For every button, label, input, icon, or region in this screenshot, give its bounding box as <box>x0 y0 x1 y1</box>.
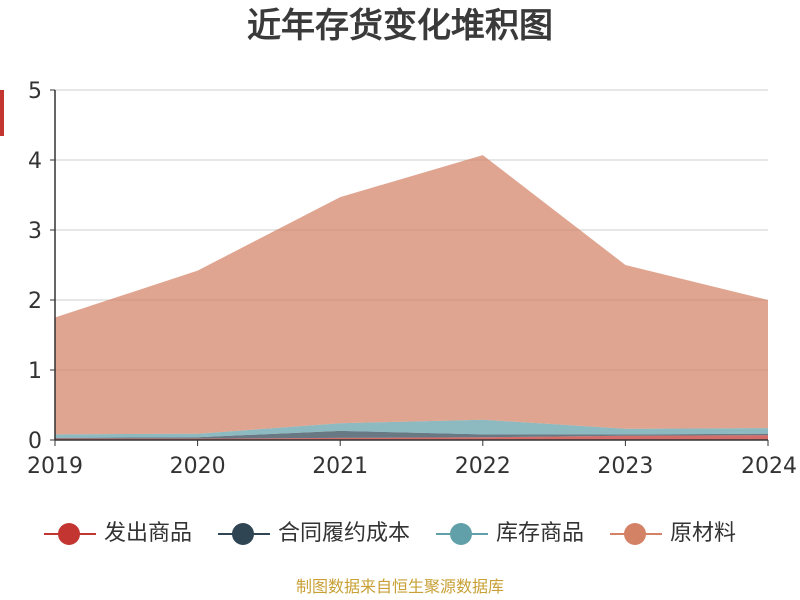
tick-labels: 0 1 2 3 4 5 2019 2020 2021 2022 2023 2024 <box>27 79 797 479</box>
y-tick-label: 4 <box>28 149 42 174</box>
legend-swatch <box>436 522 489 546</box>
legend-item[interactable]: 合同履约成本 <box>218 520 410 548</box>
y-tick-label: 5 <box>28 79 42 104</box>
chart-legend: 发出商品 合同履约成本 库存商品 原材料 <box>44 518 736 550</box>
x-tick-label: 2021 <box>312 454 368 479</box>
legend-swatch <box>610 522 663 546</box>
area-series-4 <box>55 155 768 435</box>
area-series-group <box>55 155 768 440</box>
legend-label: 原材料 <box>670 521 737 546</box>
y-tick-label: 3 <box>28 219 42 244</box>
area-series-2 <box>55 430 768 439</box>
legend-swatch <box>218 522 271 546</box>
x-tick-label: 2019 <box>27 454 83 479</box>
y-axis-label-marker <box>0 90 4 136</box>
y-tick-label: 0 <box>28 429 42 454</box>
y-tick-label: 1 <box>28 359 42 384</box>
area-series-1 <box>55 435 768 440</box>
x-tick-label: 2024 <box>741 454 797 479</box>
y-tick-label: 2 <box>28 289 42 314</box>
x-tick-label: 2022 <box>455 454 511 479</box>
legend-swatch <box>44 522 96 546</box>
legend-label: 库存商品 <box>496 521 585 546</box>
axes <box>50 89 769 446</box>
x-tick-label: 2023 <box>597 454 653 479</box>
legend-label: 发出商品 <box>104 521 193 546</box>
legend-label: 合同履约成本 <box>278 521 411 546</box>
data-source-note: 制图数据来自恒生聚源数据库 <box>295 577 504 596</box>
legend-item[interactable]: 库存商品 <box>436 520 584 548</box>
legend-item[interactable]: 发出商品 <box>44 520 192 548</box>
chart-title: 近年存货变化堆积图 <box>247 6 553 46</box>
area-series-3 <box>55 419 768 438</box>
legend-item[interactable]: 原材料 <box>610 520 736 548</box>
x-tick-label: 2020 <box>170 454 226 479</box>
